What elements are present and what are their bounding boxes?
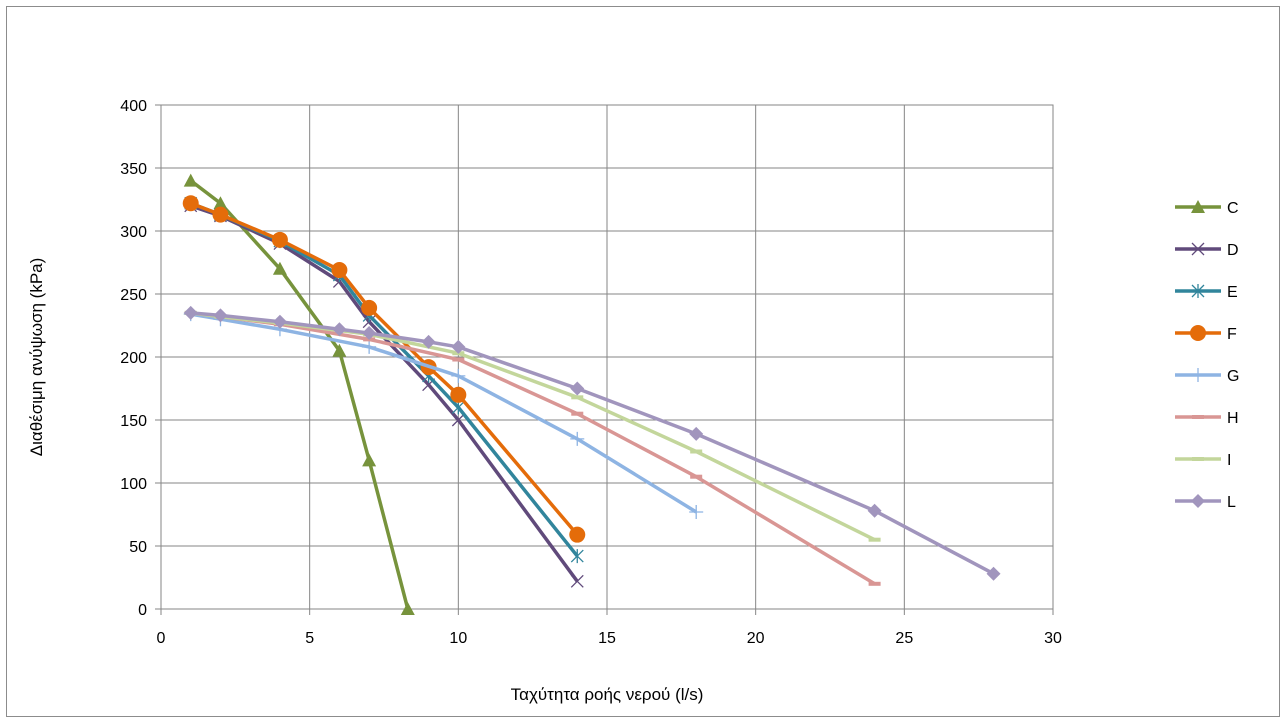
legend-label-E: E (1227, 284, 1238, 301)
data-point-L (362, 326, 377, 341)
legend-label-G: G (1227, 368, 1239, 385)
legend-label-F: F (1227, 326, 1237, 343)
data-point-I (868, 537, 881, 542)
data-point-L (689, 426, 704, 441)
x-tick-label: 10 (449, 630, 467, 647)
data-point-L (272, 314, 287, 329)
legend-marker-C (1191, 200, 1205, 213)
legend-item-G: G (1175, 368, 1239, 385)
data-point-F (569, 526, 586, 543)
data-point-F (361, 299, 378, 316)
legend-marker-E (1191, 284, 1205, 298)
x-axis-title: Ταχύτητα ροής νερού (l/s) (511, 685, 704, 704)
y-tick-label: 350 (120, 161, 147, 178)
series-line-L (190, 311, 995, 576)
legend-marker-G (1191, 368, 1205, 382)
data-point-G (362, 339, 377, 354)
grid-layer (160, 104, 1054, 610)
data-point-C (332, 343, 347, 357)
data-point-H (868, 581, 881, 586)
legend-marker-F (1190, 325, 1206, 341)
data-point-C (272, 261, 287, 275)
series-I (184, 310, 881, 542)
legend-label-I: I (1227, 452, 1231, 469)
legend-label-D: D (1227, 242, 1239, 259)
data-point-H (690, 474, 703, 479)
chart-canvas: 0 50 100 150 200 250 300 350 400 0 5 10 15 20 25 30 C D E… (27, 98, 1239, 704)
legend-item-E: E (1175, 284, 1238, 301)
x-tick-label: 5 (305, 630, 314, 647)
y-tick-label: 0 (138, 602, 147, 619)
y-tick-label: 300 (120, 224, 147, 241)
legend-item-L: L (1175, 494, 1236, 511)
y-tick-label: 100 (120, 476, 147, 493)
legend-item-F: F (1175, 325, 1237, 343)
y-tick-label: 200 (120, 350, 147, 367)
series-layer (182, 173, 1001, 615)
series-F (182, 195, 586, 543)
x-tick-label: 15 (598, 630, 616, 647)
data-point-L (986, 566, 1001, 581)
data-point-L (867, 503, 882, 518)
series-line-H (190, 311, 876, 586)
legend-marker-H (1192, 415, 1204, 419)
axis-layer: 0 50 100 150 200 250 300 350 400 0 5 10 15 20 25 30 (120, 98, 1062, 647)
data-point-I (571, 395, 584, 400)
legend-label-H: H (1227, 410, 1239, 427)
data-point-L (213, 308, 228, 323)
chart-frame: 0 50 100 150 200 250 300 350 400 0 5 10 15 20 25 30 C D E… (6, 6, 1280, 717)
x-tick-label: 30 (1044, 630, 1062, 647)
data-point-F (450, 386, 467, 403)
series-line-I (190, 311, 876, 542)
legend: C D E F G H I L (1175, 200, 1239, 511)
series-line-C (189, 179, 410, 610)
y-tick-label: 150 (120, 413, 147, 430)
data-point-C (183, 173, 198, 187)
legend-marker-D (1191, 242, 1205, 256)
data-point-L (332, 322, 347, 337)
legend-item-I: I (1175, 452, 1231, 469)
series-C (183, 173, 415, 615)
series-H (184, 310, 881, 586)
data-point-L (421, 334, 436, 349)
data-point-I (690, 449, 703, 454)
series-G (183, 307, 704, 519)
legend-label-L: L (1227, 494, 1236, 511)
data-point-D (570, 574, 584, 588)
data-point-G (689, 504, 704, 519)
x-tick-label: 0 (157, 630, 166, 647)
data-point-F (212, 206, 229, 223)
data-point-E (570, 549, 584, 564)
data-point-L (451, 339, 466, 354)
legend-item-H: H (1175, 410, 1239, 427)
legend-item-D: D (1175, 242, 1239, 259)
data-point-H (452, 357, 465, 362)
y-axis-title: Διαθέσιμη ανύψωση (kPa) (27, 258, 46, 457)
x-tick-label: 20 (747, 630, 765, 647)
data-point-G (451, 368, 466, 383)
legend-item-C: C (1175, 200, 1239, 217)
legend-marker-L (1191, 494, 1205, 508)
data-point-C (400, 602, 415, 615)
data-point-F (271, 231, 288, 248)
data-point-C (362, 453, 377, 467)
y-tick-label: 400 (120, 98, 147, 115)
y-tick-label: 50 (129, 539, 147, 556)
series-L (183, 305, 1001, 581)
series-line-D (190, 204, 579, 583)
legend-label-C: C (1227, 200, 1239, 217)
data-point-F (331, 262, 348, 279)
data-point-L (570, 381, 585, 396)
data-point-L (183, 305, 198, 320)
y-tick-label: 250 (120, 287, 147, 304)
data-point-D (451, 413, 465, 427)
data-point-G (570, 431, 585, 446)
data-point-F (182, 195, 199, 212)
series-D (184, 199, 584, 588)
x-tick-label: 25 (895, 630, 913, 647)
legend-marker-I (1192, 457, 1204, 461)
data-point-H (571, 411, 584, 416)
data-point-C (213, 196, 228, 210)
